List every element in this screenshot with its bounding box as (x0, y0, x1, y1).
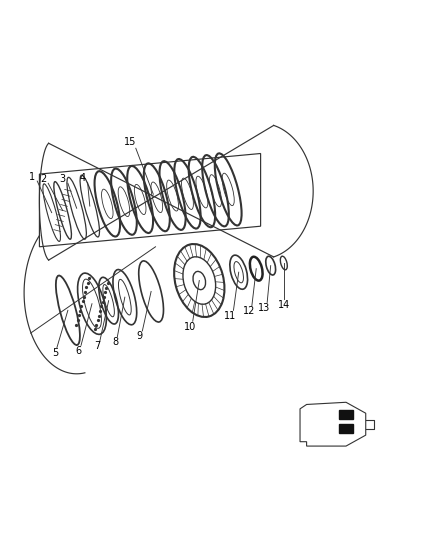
Text: 4: 4 (79, 173, 85, 183)
Text: 13: 13 (258, 303, 270, 313)
Text: 8: 8 (112, 337, 118, 347)
Text: 6: 6 (76, 345, 82, 356)
Text: 14: 14 (278, 300, 290, 310)
Text: 10: 10 (184, 321, 196, 332)
Text: 7: 7 (94, 341, 100, 351)
Text: 5: 5 (53, 348, 59, 358)
Text: 2: 2 (40, 174, 46, 184)
Text: 3: 3 (60, 174, 66, 184)
Text: 12: 12 (243, 306, 255, 316)
Text: 9: 9 (136, 331, 142, 341)
Bar (339, 424, 353, 433)
Text: 11: 11 (224, 311, 237, 320)
Bar (339, 410, 353, 419)
Text: 1: 1 (28, 172, 35, 182)
Text: 15: 15 (124, 136, 137, 147)
